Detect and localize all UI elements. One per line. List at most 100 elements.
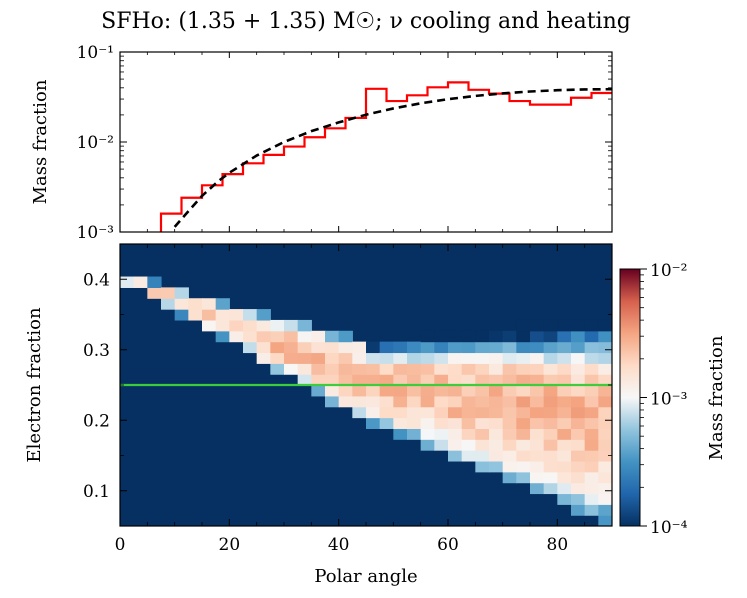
heatmap-cell bbox=[530, 385, 545, 397]
heatmap-cell bbox=[284, 363, 299, 375]
heatmap-cell bbox=[475, 352, 490, 364]
heatmap-cell bbox=[420, 385, 435, 397]
heatmap-cell bbox=[366, 374, 381, 386]
heatmap-cell bbox=[584, 330, 599, 343]
heatmap-cell bbox=[502, 406, 517, 419]
heatmap-cell bbox=[584, 363, 599, 375]
heatmap-cell bbox=[229, 309, 244, 321]
heatmap-cell bbox=[571, 363, 586, 375]
heatmap-cell bbox=[434, 374, 449, 386]
heatmap-cell bbox=[297, 363, 312, 375]
heatmap-cell bbox=[557, 406, 572, 419]
heatmap-cell bbox=[543, 363, 558, 375]
heatmap-cell bbox=[366, 417, 381, 429]
heatmap-cell bbox=[202, 298, 217, 310]
heatmap-cell bbox=[571, 482, 586, 495]
heatmap-cell bbox=[530, 406, 545, 419]
heatmap-cell bbox=[557, 450, 572, 462]
heatmap-cell bbox=[530, 417, 545, 429]
heatmap-cell bbox=[120, 276, 135, 288]
heatmap-cell bbox=[256, 341, 271, 354]
heatmap-cell bbox=[475, 417, 490, 429]
heatmap-cell bbox=[256, 352, 271, 364]
heatmap-cell bbox=[215, 330, 230, 343]
heatmap-cell bbox=[448, 330, 463, 343]
heatmap-cell bbox=[420, 395, 435, 408]
heatmap-cell bbox=[352, 363, 367, 375]
heatmap-cell bbox=[352, 374, 367, 386]
heatmap-cell bbox=[352, 406, 367, 419]
heatmap-cell bbox=[543, 471, 558, 484]
heatmap-cell bbox=[557, 330, 572, 343]
histogram-series bbox=[159, 81, 612, 232]
heatmap-cell bbox=[557, 417, 572, 429]
heatmap-cell bbox=[543, 439, 558, 451]
heatmap-cell bbox=[161, 298, 176, 310]
heatmap-cell bbox=[557, 439, 572, 451]
heatmap-cell bbox=[338, 352, 353, 364]
heatmap-cell bbox=[571, 406, 586, 419]
heatmap-cell bbox=[434, 363, 449, 375]
heatmap-cell bbox=[393, 363, 408, 375]
heatmap-cell bbox=[516, 395, 531, 408]
heatmap-cell bbox=[434, 352, 449, 364]
heatmap-cell bbox=[598, 385, 612, 397]
bottom-xtick-label: 40 bbox=[328, 535, 350, 555]
heatmap-cell bbox=[516, 363, 531, 375]
heatmap-cell bbox=[366, 341, 381, 354]
heatmap-cell bbox=[543, 395, 558, 408]
heatmap-cell bbox=[516, 450, 531, 462]
heatmap-cell bbox=[461, 450, 476, 462]
heatmap-cell bbox=[557, 363, 572, 375]
heatmap-cell bbox=[420, 417, 435, 429]
heatmap-cell bbox=[571, 504, 586, 516]
heatmap-cell bbox=[489, 439, 504, 451]
heatmap-cell bbox=[325, 330, 340, 343]
heatmap-cell bbox=[352, 385, 367, 397]
heatmap-cell bbox=[325, 385, 340, 397]
heatmap-cell bbox=[147, 276, 162, 288]
heatmap-cell bbox=[475, 330, 490, 343]
heatmap-cell bbox=[502, 450, 517, 462]
top-ytick-label: 10⁻³ bbox=[77, 223, 114, 243]
heatmap-cell bbox=[489, 406, 504, 419]
heatmap-cell bbox=[530, 363, 545, 375]
heatmap-cell bbox=[489, 352, 504, 364]
heatmap-cell bbox=[461, 352, 476, 364]
heatmap-cell bbox=[420, 363, 435, 375]
heatmap-cell bbox=[598, 341, 612, 354]
heatmap-cell bbox=[584, 482, 599, 495]
heatmap-cell bbox=[502, 341, 517, 354]
heatmap-cell bbox=[571, 460, 586, 473]
heatmap-cell bbox=[530, 428, 545, 440]
heatmap-cell bbox=[571, 341, 586, 354]
heatmap-cell bbox=[516, 428, 531, 440]
heatmap-cell bbox=[379, 352, 394, 364]
heatmap-cell bbox=[366, 395, 381, 408]
heatmap-cell bbox=[530, 450, 545, 462]
top-ytick-label: 10⁻² bbox=[77, 133, 114, 153]
heatmap-cell bbox=[502, 439, 517, 451]
heatmap-cell bbox=[598, 504, 612, 516]
heatmap-cell bbox=[598, 482, 612, 495]
heatmap-cell bbox=[571, 471, 586, 484]
heatmap-cell bbox=[407, 341, 422, 354]
heatmap-cell bbox=[434, 406, 449, 419]
heatmap-cell bbox=[530, 395, 545, 408]
heatmap-cell bbox=[256, 319, 271, 332]
heatmap-cell bbox=[461, 439, 476, 451]
heatmap-cell bbox=[366, 363, 381, 375]
heatmap-cell bbox=[543, 482, 558, 495]
heatmap-cell bbox=[174, 298, 189, 310]
heatmap-cell bbox=[434, 385, 449, 397]
heatmap-cell bbox=[434, 428, 449, 440]
heatmap-cell bbox=[598, 471, 612, 484]
heatmap-cell bbox=[338, 341, 353, 354]
heatmap-cell bbox=[598, 319, 612, 332]
colorbar-tick-label: 10⁻² bbox=[650, 261, 687, 281]
heatmap-cell bbox=[311, 330, 326, 343]
heatmap-cell bbox=[584, 395, 599, 408]
heatmap-cell bbox=[461, 341, 476, 354]
heatmap-cell bbox=[530, 439, 545, 451]
heatmap-cell bbox=[598, 450, 612, 462]
